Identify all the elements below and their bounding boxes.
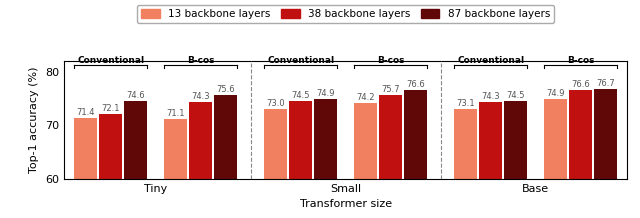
Text: 74.6: 74.6 [126, 90, 145, 100]
Text: 74.3: 74.3 [481, 92, 500, 101]
Text: 74.2: 74.2 [356, 93, 375, 102]
Y-axis label: Top-1 accuracy (%): Top-1 accuracy (%) [29, 67, 40, 173]
Text: Conventional: Conventional [457, 56, 524, 65]
Text: 71.1: 71.1 [166, 109, 185, 118]
Text: B-cos: B-cos [187, 56, 214, 65]
Text: 74.3: 74.3 [191, 92, 210, 101]
Text: 73.1: 73.1 [456, 99, 475, 108]
Text: Conventional: Conventional [267, 56, 334, 65]
Bar [454, 109, 477, 179]
Text: 76.7: 76.7 [596, 79, 615, 88]
Text: 72.1: 72.1 [101, 104, 120, 113]
Text: 73.0: 73.0 [266, 99, 285, 108]
X-axis label: Transformer size: Transformer size [300, 199, 392, 209]
Text: B-cos: B-cos [567, 56, 595, 65]
Text: 75.7: 75.7 [381, 85, 400, 94]
Text: 76.6: 76.6 [571, 80, 590, 89]
Text: 76.6: 76.6 [406, 80, 425, 89]
Bar [379, 95, 403, 179]
Bar [314, 99, 337, 179]
Bar [569, 90, 592, 179]
Bar [99, 114, 122, 179]
Bar [164, 119, 188, 179]
Bar [404, 90, 428, 179]
Text: 74.5: 74.5 [291, 91, 310, 100]
Bar [479, 102, 502, 179]
Bar [74, 118, 97, 179]
Bar [124, 101, 147, 179]
Bar [544, 99, 567, 179]
Bar [189, 102, 212, 179]
Legend: 13 backbone layers, 38 backbone layers, 87 backbone layers: 13 backbone layers, 38 backbone layers, … [137, 5, 554, 23]
Text: 74.5: 74.5 [506, 91, 525, 100]
Bar [214, 95, 237, 179]
Text: 71.4: 71.4 [76, 108, 95, 117]
Text: Conventional: Conventional [77, 56, 144, 65]
Text: 74.9: 74.9 [316, 89, 335, 98]
Text: 75.6: 75.6 [216, 85, 235, 94]
Bar [289, 101, 312, 179]
Bar [264, 109, 287, 179]
Text: B-cos: B-cos [377, 56, 404, 65]
Bar [354, 103, 377, 179]
Bar [504, 101, 527, 179]
Bar [594, 89, 617, 179]
Text: 74.9: 74.9 [547, 89, 565, 98]
